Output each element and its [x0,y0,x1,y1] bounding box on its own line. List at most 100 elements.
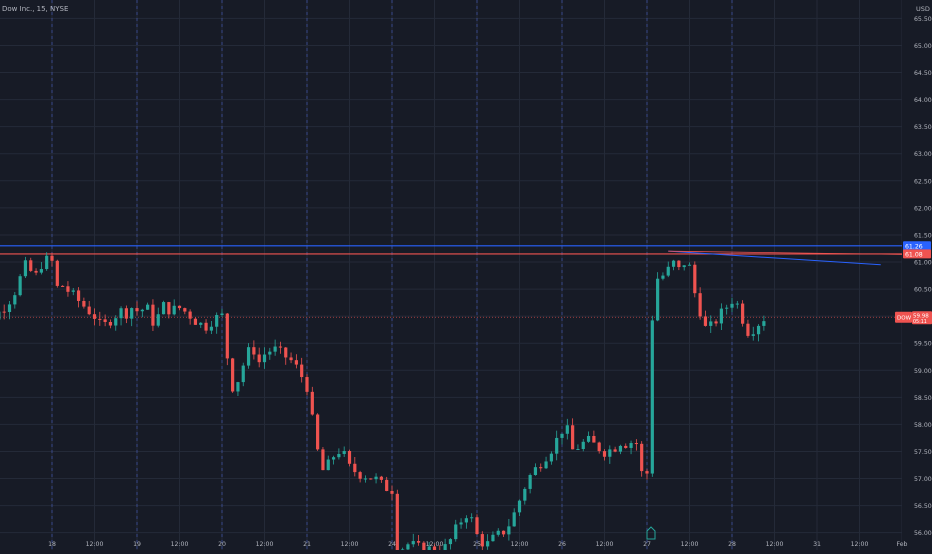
candle-body [635,443,638,444]
x-tick-label: 12:00 [171,541,189,548]
candle-body [539,467,542,468]
x-tick-label: 12:00 [341,541,359,548]
candle-body [587,436,590,442]
price-axis-panel[interactable] [902,0,932,550]
candle-body [72,290,75,291]
candle-body [305,377,308,392]
candle-body [470,517,473,518]
candle-body [13,295,16,304]
candle-body [135,308,138,311]
currency-label: USD [916,5,930,13]
candle-body [151,305,154,326]
candle-body [226,314,229,359]
candle-body [677,261,680,267]
candle-body [449,539,452,544]
candle-body [624,446,627,448]
candle-body [247,347,250,365]
candle-body [88,307,91,315]
y-tick-label: 61.50 [914,232,932,239]
candle-body [34,271,37,273]
candle-body [3,312,6,313]
x-tick-label: 18 [48,541,56,548]
candle-body [672,261,675,267]
y-tick-label: 57.50 [914,449,932,456]
candle [475,514,478,534]
candle-body [699,293,702,316]
candle-body [300,365,303,377]
candle-body [364,478,367,479]
candle-body [24,260,27,276]
candle-body [167,302,170,314]
candle [651,316,654,477]
candle-body [199,323,202,325]
y-tick-label: 58.50 [914,395,932,402]
candle [741,300,744,326]
x-tick-label: 12:00 [86,541,104,548]
candle-body [40,269,43,273]
candle-body [61,286,64,287]
candle-body [109,322,112,326]
candle-body [130,308,133,319]
candle-body [215,315,218,327]
y-tick-label: 59.00 [914,368,932,375]
candle [56,260,59,288]
candle-body [465,518,468,522]
x-tick-label: 25 [473,541,481,548]
x-tick-label: 12:00 [426,541,444,548]
candle-body [507,526,510,534]
candle [19,274,22,296]
candle-body [337,454,340,457]
candle-body [66,286,69,292]
candle-body [481,534,484,546]
candle-body [614,449,617,451]
candle-body [77,290,80,301]
candle-body [359,472,362,479]
candle-body [651,320,654,473]
candle [369,478,372,479]
candle-body [688,265,691,266]
y-tick-label: 63.50 [914,124,932,131]
candle-body [19,276,22,295]
candle-body [406,544,409,549]
candle-body [550,454,553,462]
y-tick-label: 64.50 [914,70,932,77]
x-tick-label: 12:00 [511,541,529,548]
candle-body [736,304,739,305]
candle-body [204,323,207,331]
candle-body [459,522,462,524]
candle [226,313,229,365]
candle-body [709,321,712,326]
candle-body [746,324,749,336]
y-tick-label: 62.00 [914,205,932,212]
candle-body [50,256,53,261]
candle-body [279,347,282,348]
candle-body [544,461,547,468]
candle-body [289,357,292,360]
candle-body [619,446,622,452]
candle-body [390,491,393,494]
x-tick-label: 24 [388,541,396,548]
candle-body [220,314,223,315]
candle-body [704,316,707,325]
candle-body [45,256,48,269]
candle-body [311,392,314,415]
candle [396,490,399,550]
y-tick-label: 57.00 [914,476,932,483]
candle [656,272,659,321]
candle-body [194,319,197,325]
chart-symbol-title: Dow Inc., 15, NYSE [2,5,68,13]
candle-body [98,319,101,320]
candle-body [343,451,346,454]
candle-body [667,267,670,276]
candle-body [82,301,85,307]
candle-body [714,321,717,323]
level-price-label: 61.08 [905,251,923,258]
y-tick-label: 64.00 [914,97,932,104]
candle-body [576,449,579,450]
candle-body [183,308,186,311]
candle-body [571,425,574,449]
x-tick-label: 12:00 [256,541,274,548]
x-tick-label: 12:00 [681,541,699,548]
